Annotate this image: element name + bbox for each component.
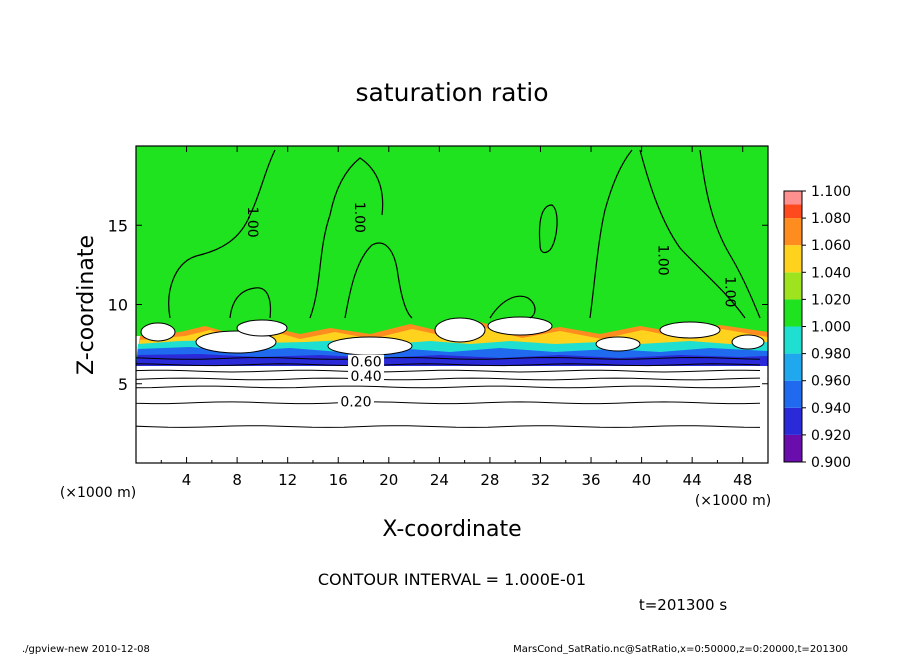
x-tick-label: 32 bbox=[531, 471, 550, 489]
contour-label: 0.20 bbox=[340, 394, 371, 410]
colorbar-label: 1.020 bbox=[811, 292, 851, 308]
x-tick-label: 44 bbox=[683, 471, 702, 489]
colorbar-label: 0.980 bbox=[811, 347, 851, 363]
contour-labels: 1.00 1.00 1.00 1.00 0.600.40 0.20 bbox=[244, 202, 738, 411]
colorbar: 0.900 0.920 0.940 0.960 0.980 1.000 1.020 1.040… bbox=[783, 184, 851, 471]
y-axis: 5 10 15 bbox=[108, 216, 768, 394]
colorbar-swatch bbox=[784, 272, 802, 300]
x-unit-right: (×1000 m) bbox=[695, 493, 771, 509]
x-axis: 4 8 12 16 20 24 28 32 36 40 44 48 bbox=[160, 146, 752, 489]
x-tick-label: 20 bbox=[379, 471, 398, 489]
colorbar-label: 1.040 bbox=[811, 265, 851, 281]
y-tick-label: 5 bbox=[118, 375, 128, 394]
contour-label: 1.00 bbox=[722, 276, 738, 307]
time-label: t=201300 s bbox=[639, 596, 727, 614]
y-axis-label: Z-coordinate bbox=[74, 235, 99, 375]
contour-label-bg bbox=[337, 394, 374, 409]
colorbar-label: 0.920 bbox=[811, 428, 851, 444]
colorbar-swatch bbox=[784, 353, 802, 381]
colorbar-swatch bbox=[784, 326, 802, 354]
contour-label-bg bbox=[348, 368, 385, 383]
colorbar-label: 1.000 bbox=[811, 320, 851, 336]
contour-interval-label: CONTOUR INTERVAL = 1.000E-01 bbox=[318, 570, 586, 589]
x-tick-label: 24 bbox=[430, 471, 449, 489]
contour-line bbox=[135, 377, 761, 381]
contour-label-bg bbox=[348, 354, 385, 369]
colorbar-swatch bbox=[784, 218, 802, 246]
x-tick-label: 4 bbox=[182, 471, 192, 489]
x-axis-label: X-coordinate bbox=[382, 517, 521, 542]
x-unit-left: (×1000 m) bbox=[60, 485, 136, 501]
colorbar-label: 1.080 bbox=[811, 211, 851, 227]
y-tick-label: 15 bbox=[108, 216, 128, 235]
colorbar-swatch bbox=[784, 191, 802, 205]
contour-label: 1.00 bbox=[244, 206, 260, 237]
x-tick-label: 8 bbox=[232, 471, 242, 489]
x-tick-label: 36 bbox=[581, 471, 600, 489]
contour-line bbox=[135, 425, 761, 428]
contour-label: 0.40 bbox=[350, 369, 381, 385]
colorbar-label: 0.900 bbox=[811, 455, 851, 471]
contour-line bbox=[135, 369, 761, 373]
contour-label: 1.00 bbox=[351, 202, 367, 233]
contour-line bbox=[135, 363, 761, 367]
plot-area: 1.00 1.00 1.00 1.00 0.600.40 0.20 bbox=[135, 145, 769, 464]
contour-lines-1-00 bbox=[168, 149, 761, 319]
x-tick-label: 28 bbox=[480, 471, 499, 489]
contour-line bbox=[135, 385, 761, 389]
saturated-region bbox=[136, 146, 768, 336]
x-tick-label: 48 bbox=[733, 471, 752, 489]
footer-left: ./gpview-new 2010-12-08 bbox=[22, 644, 150, 654]
contour-line bbox=[135, 356, 761, 360]
colorbar-swatch bbox=[784, 245, 802, 273]
colorbar-label: 0.960 bbox=[811, 374, 851, 390]
contour-lines-horizontal bbox=[135, 356, 761, 428]
colorbar-label: 1.100 bbox=[811, 184, 851, 200]
y-tick-label: 10 bbox=[108, 296, 128, 315]
x-tick-label: 16 bbox=[329, 471, 348, 489]
colorbar-label: 1.060 bbox=[811, 238, 851, 254]
chart-title: saturation ratio bbox=[355, 78, 548, 107]
contour-line bbox=[135, 401, 761, 405]
colorbar-label: 0.940 bbox=[811, 401, 851, 417]
colorbar-swatch bbox=[784, 380, 802, 408]
x-tick-label: 12 bbox=[278, 471, 297, 489]
x-tick-label: 40 bbox=[632, 471, 651, 489]
contour-label: 0.60 bbox=[350, 355, 381, 371]
colorbar-swatch bbox=[784, 299, 802, 327]
contour-label: 1.00 bbox=[655, 245, 671, 276]
cloud-layer-band bbox=[136, 316, 768, 366]
colorbar-swatch bbox=[784, 434, 802, 462]
colorbar-swatch bbox=[784, 407, 802, 435]
footer-right: MarsCond_SatRatio.nc@SatRatio,x=0:50000,… bbox=[513, 644, 848, 654]
